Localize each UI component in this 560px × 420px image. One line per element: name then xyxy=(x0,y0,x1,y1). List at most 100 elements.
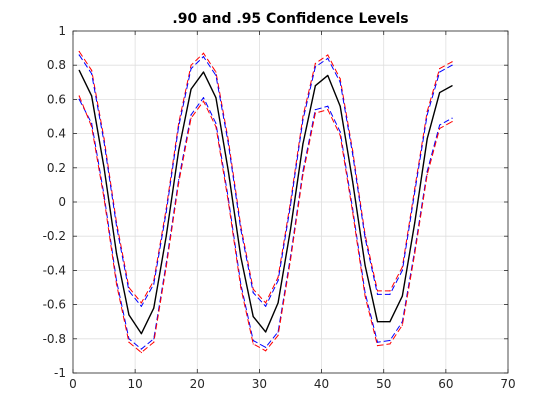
data-point xyxy=(389,343,391,345)
data-point xyxy=(165,211,167,213)
data-point xyxy=(265,302,267,304)
data-point xyxy=(327,54,329,56)
data-point xyxy=(426,174,428,176)
data-point xyxy=(240,256,242,258)
series-layer xyxy=(78,50,453,354)
data-point xyxy=(439,127,441,130)
data-point xyxy=(178,150,180,152)
data-point xyxy=(103,141,105,143)
data-point xyxy=(252,343,254,345)
data-point xyxy=(401,295,403,297)
data-point xyxy=(265,350,267,352)
data-point xyxy=(252,292,254,294)
data-point xyxy=(364,292,366,294)
data-point xyxy=(364,237,366,239)
data-point xyxy=(451,117,453,119)
y-tick-label: -1 xyxy=(54,366,66,380)
y-tick-label: -0.2 xyxy=(43,229,66,243)
data-point xyxy=(252,288,254,290)
data-point xyxy=(327,74,329,77)
data-point xyxy=(277,334,279,336)
data-point xyxy=(202,97,205,99)
data-point xyxy=(339,131,341,133)
data-point xyxy=(376,290,379,292)
data-point xyxy=(439,71,441,73)
data-point xyxy=(153,338,155,340)
x-tick-label: 30 xyxy=(252,377,267,391)
data-point xyxy=(91,126,93,128)
data-point xyxy=(389,321,391,323)
data-point xyxy=(352,211,354,213)
data-point xyxy=(91,73,93,75)
data-point xyxy=(314,66,316,68)
data-point xyxy=(140,348,142,350)
data-point xyxy=(91,69,93,71)
x-tick-label: 20 xyxy=(190,377,205,391)
data-point xyxy=(103,197,105,200)
data-point xyxy=(91,95,93,97)
data-point xyxy=(414,221,416,224)
y-tick-label: 0.8 xyxy=(47,58,66,72)
data-point xyxy=(277,302,279,304)
tick-layer xyxy=(72,30,509,374)
data-point xyxy=(439,91,441,94)
data-point xyxy=(339,134,341,136)
data-point xyxy=(190,64,192,66)
data-point xyxy=(265,305,267,307)
data-point xyxy=(339,78,341,80)
data-point xyxy=(202,71,205,73)
x-tick-label: 0 xyxy=(69,377,77,391)
data-point xyxy=(339,105,341,107)
data-point xyxy=(178,126,180,128)
data-point xyxy=(401,266,403,268)
data-point xyxy=(339,81,341,83)
data-point xyxy=(103,138,105,140)
x-tick-label: 60 xyxy=(438,377,453,391)
data-point xyxy=(401,269,403,271)
data-point xyxy=(265,346,267,348)
data-point xyxy=(215,74,217,77)
data-point xyxy=(389,339,391,342)
data-point xyxy=(451,85,453,87)
data-point xyxy=(153,341,155,343)
data-point xyxy=(314,109,316,111)
data-point xyxy=(140,302,142,304)
data-point xyxy=(376,293,379,295)
data-point xyxy=(414,191,416,193)
y-tick-label: 1 xyxy=(58,24,66,38)
data-point xyxy=(178,182,180,184)
data-point xyxy=(140,333,142,335)
data-point xyxy=(414,187,416,189)
data-point xyxy=(227,170,229,172)
data-point xyxy=(289,228,292,230)
data-point xyxy=(190,68,192,70)
data-point xyxy=(78,54,80,56)
data-point xyxy=(103,167,105,169)
data-point xyxy=(277,280,279,282)
data-point xyxy=(327,105,329,107)
data-point xyxy=(401,324,403,326)
data-point xyxy=(140,305,142,307)
data-point xyxy=(78,95,80,97)
y-tick-label: -0.8 xyxy=(43,332,66,346)
data-point xyxy=(115,283,118,285)
data-point xyxy=(376,321,379,323)
data-point xyxy=(202,52,205,54)
x-tick-label: 50 xyxy=(376,377,391,391)
data-point xyxy=(314,85,316,87)
data-point xyxy=(190,88,192,90)
data-point xyxy=(277,276,279,278)
data-point xyxy=(165,266,167,268)
data-point xyxy=(327,57,329,59)
data-point xyxy=(327,109,329,111)
data-point xyxy=(215,71,217,73)
data-point xyxy=(352,180,354,183)
data-point xyxy=(389,290,391,292)
y-tick-label: -0.4 xyxy=(43,263,66,277)
data-point xyxy=(451,61,453,63)
data-point xyxy=(439,68,441,70)
data-point xyxy=(178,179,180,181)
data-point xyxy=(451,64,453,66)
